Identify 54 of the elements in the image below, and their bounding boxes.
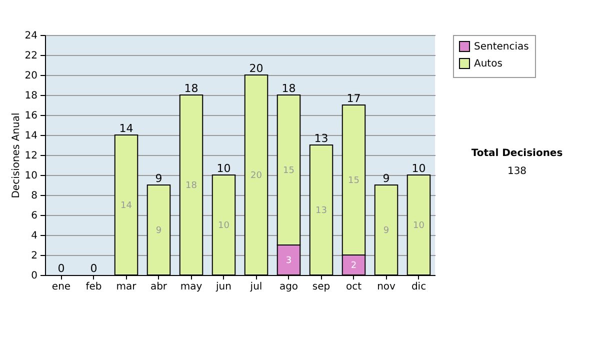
total-label: 9 (155, 172, 162, 185)
y-tick-label: 10 (24, 170, 38, 182)
total-label: 18 (282, 82, 296, 95)
x-tick-label: dic (411, 282, 426, 292)
y-tick-label: 16 (24, 110, 38, 122)
data-label: 9 (383, 226, 390, 236)
total-label: 0 (58, 262, 65, 275)
data-label: 3 (286, 256, 292, 266)
data-label: 15 (348, 176, 360, 186)
x-tick-label: jul (249, 282, 262, 292)
data-label: 14 (120, 201, 132, 211)
data-label: 15 (283, 166, 294, 176)
y-tick-label: 20 (24, 70, 38, 82)
total-label: 20 (249, 62, 264, 75)
total-label: 10 (412, 162, 426, 175)
data-label: 18 (186, 181, 198, 191)
x-tick-label: feb (86, 282, 102, 292)
y-tick-label: 14 (24, 130, 38, 142)
y-tick-label: 24 (24, 30, 38, 42)
total-label: 10 (216, 162, 231, 175)
y-tick-label: 0 (31, 270, 38, 282)
data-label: 2 (350, 261, 357, 271)
y-tick-label: 12 (24, 150, 38, 162)
text: 138 (507, 166, 527, 177)
y-tick-label: 8 (31, 190, 38, 202)
x-tick-label: abr (150, 282, 168, 292)
y-tick-label: 2 (31, 250, 38, 262)
legend-label: Sentencias (474, 42, 529, 52)
data-label: 13 (316, 206, 327, 216)
x-tick-label: mar (116, 282, 138, 292)
data-label: 10 (218, 221, 230, 231)
x-tick-label: ago (279, 282, 298, 292)
y-tick-label: 18 (24, 90, 38, 102)
total-label: 14 (119, 122, 134, 135)
y-tick-label: 22 (24, 50, 38, 62)
text: Total Decisiones (471, 148, 563, 159)
x-tick-label: sep (312, 282, 330, 292)
y-tick-label: 6 (31, 210, 38, 222)
x-tick-label: ene (52, 282, 71, 292)
y-axis-title: Decisiones Anual (10, 112, 22, 198)
data-label: 20 (250, 171, 262, 181)
total-label: 9 (382, 172, 390, 185)
total-label: 17 (346, 92, 361, 105)
total-label: 0 (90, 262, 98, 275)
data-label: 9 (156, 226, 162, 236)
y-tick-label: 4 (31, 230, 38, 242)
total-label: 18 (184, 82, 198, 95)
x-tick-label: oct (346, 282, 362, 292)
total-label: 13 (314, 132, 328, 145)
legend-label: Autos (474, 58, 502, 70)
x-tick-label: may (180, 282, 202, 292)
data-label: 10 (413, 221, 425, 231)
x-tick-label: jun (215, 282, 232, 292)
x-tick-label: nov (377, 282, 396, 292)
